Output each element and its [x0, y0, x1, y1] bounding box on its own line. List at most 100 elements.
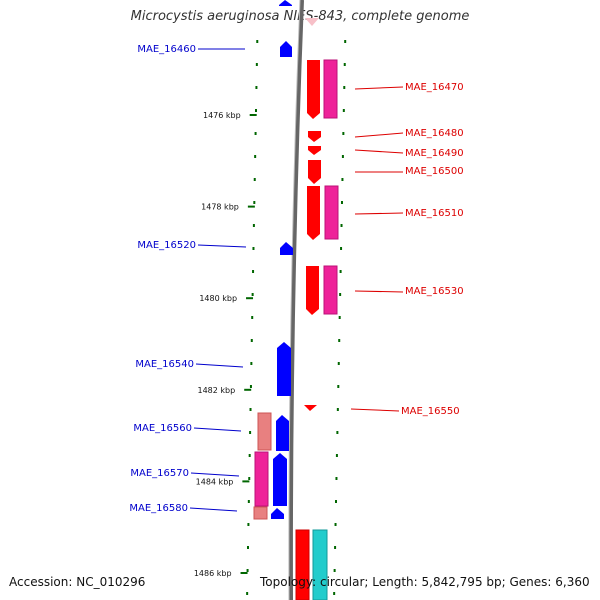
gene-arrow-top[interactable]: [279, 0, 292, 6]
reverse-strand-features: [253, 0, 293, 520]
track-guide-dot: [253, 201, 256, 204]
track-guide-dot: [337, 385, 340, 388]
gene-box-mae-16510[interactable]: [324, 185, 339, 240]
track-guide-dot: [255, 109, 258, 112]
callout-line: [354, 86, 404, 90]
track-guide-dot: [341, 178, 344, 181]
track-guide-dot: [254, 132, 257, 135]
callout-line: [354, 212, 404, 215]
track-guide-dot: [250, 362, 253, 365]
track-guide-dot: [338, 316, 341, 319]
gene-arrow-top-pink[interactable]: [305, 18, 319, 26]
gene-label-mae-16550[interactable]: MAE_16550: [401, 406, 460, 417]
gene-arrow-mae-16460[interactable]: [280, 41, 292, 57]
track-guide-dot: [333, 592, 336, 595]
genome-backbone: [288, 0, 304, 600]
callout-line: [350, 408, 400, 412]
track-guide-dot: [246, 569, 249, 572]
gene-label-mae-16500[interactable]: MAE_16500: [405, 166, 464, 177]
track-guide-dot: [248, 477, 251, 480]
accession-text: Accession: NC_010296: [9, 575, 146, 589]
track-guide-dot: [334, 523, 337, 526]
scale-tick-label: 1476 kbp: [203, 111, 241, 120]
gene-arrow-mae-16560[interactable]: [276, 415, 289, 451]
gene-arrow-mae-16580[interactable]: [271, 508, 284, 519]
gene-label-mae-16540[interactable]: MAE_16540: [135, 359, 194, 370]
gene-box-mae-16580[interactable]: [253, 506, 268, 520]
track-guide-dot: [252, 270, 255, 273]
track-guide-dot: [343, 86, 346, 89]
gene-box-bottom-red[interactable]: [295, 529, 310, 600]
track-guide-dot: [340, 247, 343, 250]
gene-label-mae-16560[interactable]: MAE_16560: [133, 423, 192, 434]
gene-box-mae-16530[interactable]: [323, 265, 338, 315]
callout-line: [354, 290, 404, 293]
track-guide-dot: [341, 155, 344, 158]
track-guide-dot: [342, 132, 345, 135]
track-guide-dot: [252, 224, 255, 227]
track-guide-dot: [333, 569, 336, 572]
track-guides: [246, 40, 347, 595]
gene-box-mae-16570[interactable]: [254, 451, 269, 507]
gene-label-mae-16490[interactable]: MAE_16490: [405, 148, 464, 159]
gene-arrow-mae-16480[interactable]: [308, 131, 321, 142]
track-guide-dot: [335, 477, 338, 480]
gene-box-mae-16560[interactable]: [257, 412, 272, 451]
track-guide-dot: [338, 339, 341, 342]
callout-line: [190, 472, 240, 477]
track-guide-dot: [251, 316, 254, 319]
track-guide-dot: [339, 293, 342, 296]
track-guide-dot: [253, 178, 256, 181]
scale-tick-label: 1480 kbp: [199, 294, 237, 303]
gene-label-mae-16510[interactable]: MAE_16510: [405, 208, 464, 219]
track-guide-dot: [334, 546, 337, 549]
gene-arrow-mae-16510[interactable]: [307, 186, 320, 240]
gene-arrow-mae-16470[interactable]: [307, 60, 320, 119]
gene-arrow-mae-16520[interactable]: [280, 242, 293, 255]
gene-label-mae-16530[interactable]: MAE_16530: [405, 286, 464, 297]
gene-label-mae-16570[interactable]: MAE_16570: [130, 468, 189, 479]
track-guide-dot: [344, 40, 347, 43]
topology-text: Topology: circular; Length: 5,842,795 bp…: [260, 575, 590, 589]
track-guide-dot: [251, 293, 254, 296]
callout-line: [197, 244, 247, 248]
track-guide-dot: [340, 201, 343, 204]
scale-tick-label: 1486 kbp: [194, 569, 232, 578]
track-guide-dot: [256, 40, 259, 43]
gene-box-mae-16470[interactable]: [323, 59, 338, 119]
gene-box-bottom-rna[interactable]: [312, 529, 328, 600]
gene-label-mae-16470[interactable]: MAE_16470: [405, 82, 464, 93]
gene-arrow-mae-16490[interactable]: [308, 146, 321, 155]
gene-arrow-mae-16570[interactable]: [273, 453, 287, 506]
gene-arrow-mae-16550[interactable]: [304, 405, 317, 411]
track-guide-dot: [335, 454, 338, 457]
track-guide-dot: [343, 63, 346, 66]
track-guide-dot: [255, 86, 258, 89]
forward-strand-features: [295, 18, 339, 600]
scale-tick-label: 1482 kbp: [198, 386, 236, 395]
track-guide-dot: [247, 500, 250, 503]
gene-label-mae-16580[interactable]: MAE_16580: [129, 503, 188, 514]
track-guide-dot: [342, 109, 345, 112]
callout-line: [189, 507, 238, 512]
track-guide-dot: [246, 546, 249, 549]
track-guide-dot: [337, 362, 340, 365]
gene-label-mae-16460[interactable]: MAE_16460: [137, 44, 196, 55]
track-guide-dot: [336, 408, 339, 411]
track-guide-dot: [339, 270, 342, 273]
gene-label-mae-16520[interactable]: MAE_16520: [137, 240, 196, 251]
scale-ticks: 1476 kbp 1478 kbp 1480 kbp 1482 kbp 1484 kbp…: [194, 111, 257, 578]
gene-arrow-mae-16540[interactable]: [277, 342, 291, 396]
gene-label-mae-16480[interactable]: MAE_16480: [405, 128, 464, 139]
callout-line: [195, 363, 244, 368]
track-guide-dot: [249, 385, 252, 388]
track-guide-dot: [246, 592, 249, 595]
track-guide-dot: [249, 431, 252, 434]
track-guide-dot: [336, 431, 339, 434]
track-guide-dot: [248, 454, 251, 457]
gene-arrow-mae-16530[interactable]: [306, 266, 319, 315]
track-guide-dot: [252, 247, 255, 250]
left-gene-labels: MAE_16460 MAE_16520 MAE_16540 MAE_16560 …: [129, 44, 247, 514]
gene-arrow-mae-16500[interactable]: [308, 160, 321, 184]
